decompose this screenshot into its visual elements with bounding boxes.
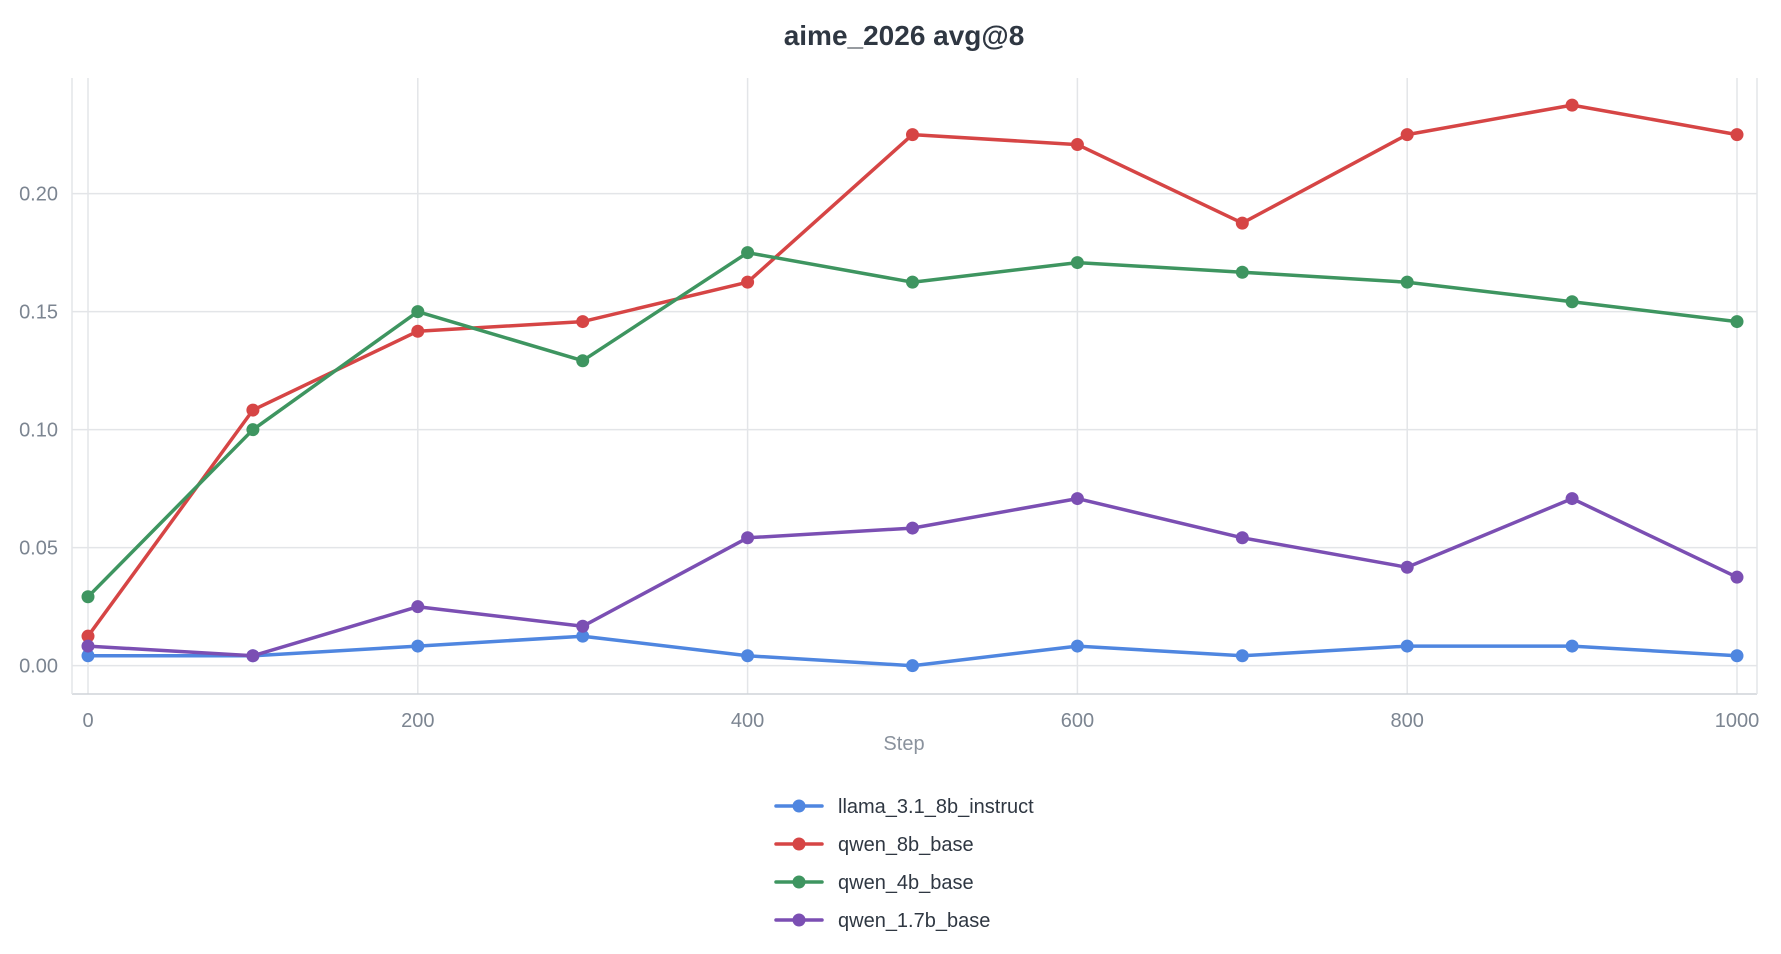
- data-point-qwen-1-7b-base: [411, 600, 425, 614]
- x-tick-label: 400: [731, 710, 764, 732]
- data-point-qwen-1-7b-base: [741, 531, 755, 545]
- data-point-llama-3-1-8b-instruct: [411, 639, 425, 653]
- data-point-qwen-1-7b-base: [576, 619, 590, 633]
- data-point-qwen-4b-base: [1070, 256, 1084, 270]
- data-point-llama-3-1-8b-instruct: [576, 629, 590, 643]
- data-point-qwen-4b-base: [1400, 275, 1414, 289]
- data-point-qwen-4b-base: [741, 246, 755, 260]
- series-qwen-8b-base: [81, 98, 1744, 643]
- data-point-qwen-1-7b-base: [906, 521, 919, 535]
- data-point-qwen-8b-base: [906, 128, 919, 142]
- x-tick-label: 800: [1391, 710, 1424, 732]
- data-point-llama-3-1-8b-instruct: [1235, 649, 1249, 663]
- y-tick-label: 0.05: [19, 538, 58, 560]
- chart-title: aime_2026 avg@8: [784, 20, 1025, 51]
- data-point-qwen-8b-base: [1235, 216, 1249, 230]
- y-tick-label: 0.20: [19, 184, 58, 206]
- x-tick-label: 200: [401, 710, 434, 732]
- data-point-qwen-8b-base: [576, 315, 590, 329]
- data-point-qwen-1-7b-base: [1400, 560, 1414, 574]
- legend: llama_3.1_8b_instruct qwen_8b_base qwen_4b…: [774, 796, 1034, 932]
- y-tick-label: 0.00: [19, 656, 58, 678]
- data-point-qwen-4b-base: [1235, 265, 1249, 279]
- data-point-qwen-8b-base: [246, 403, 260, 417]
- data-point-qwen-4b-base: [411, 305, 425, 319]
- series-qwen-4b-base: [81, 246, 1744, 604]
- data-point-qwen-4b-base: [81, 590, 95, 604]
- legend-item-qwen-8b-base: qwen_8b_base: [774, 834, 974, 856]
- data-point-qwen-1-7b-base: [1235, 531, 1249, 545]
- legend-label: qwen_4b_base: [838, 872, 974, 894]
- data-point-llama-3-1-8b-instruct: [1730, 649, 1744, 663]
- data-point-llama-3-1-8b-instruct: [1565, 639, 1579, 653]
- data-point-qwen-1-7b-base: [1565, 492, 1579, 506]
- data-point-qwen-1-7b-base: [246, 649, 260, 663]
- legend-swatch-marker: [792, 799, 806, 813]
- y-tick-label: 0.15: [19, 302, 58, 324]
- data-point-qwen-4b-base: [906, 275, 919, 289]
- data-point-qwen-8b-base: [1730, 128, 1744, 142]
- legend-label: qwen_1.7b_base: [838, 910, 990, 932]
- legend-item-qwen-1-7b-base: qwen_1.7b_base: [774, 910, 990, 932]
- x-tick-label: 1000: [1715, 710, 1760, 732]
- data-point-qwen-8b-base: [1400, 128, 1414, 142]
- legend-swatch-marker: [792, 875, 806, 889]
- data-point-qwen-8b-base: [1565, 98, 1579, 112]
- data-point-qwen-8b-base: [411, 324, 425, 338]
- data-point-qwen-8b-base: [1070, 138, 1084, 152]
- grid: [72, 78, 1757, 694]
- data-point-qwen-4b-base: [1565, 295, 1579, 309]
- data-point-qwen-8b-base: [741, 275, 755, 289]
- legend-item-qwen-4b-base: qwen_4b_base: [774, 872, 974, 894]
- data-point-llama-3-1-8b-instruct: [741, 649, 755, 663]
- series-layer: [81, 98, 1744, 673]
- axes: 0.00 0.05 0.10 0.15 0.20 0 200 400 600 800 1000: [19, 78, 1759, 732]
- data-point-qwen-4b-base: [246, 423, 260, 437]
- data-point-qwen-4b-base: [1730, 315, 1744, 329]
- x-axis-label: Step: [883, 733, 924, 755]
- legend-label: llama_3.1_8b_instruct: [838, 796, 1034, 818]
- series-qwen-1-7b-base: [81, 492, 1744, 663]
- data-point-qwen-1-7b-base: [1070, 492, 1084, 506]
- data-point-llama-3-1-8b-instruct: [1070, 639, 1084, 653]
- data-point-llama-3-1-8b-instruct: [1400, 639, 1414, 653]
- legend-label: qwen_8b_base: [838, 834, 974, 856]
- y-tick-label: 0.10: [19, 420, 58, 442]
- x-tick-label: 0: [82, 710, 93, 732]
- legend-swatch-marker: [792, 837, 806, 851]
- legend-item-llama-3-1-8b-instruct: llama_3.1_8b_instruct: [774, 796, 1034, 818]
- data-point-qwen-1-7b-base: [1730, 570, 1744, 584]
- data-point-llama-3-1-8b-instruct: [81, 649, 95, 663]
- legend-swatch-marker: [792, 913, 806, 927]
- data-point-qwen-8b-base: [81, 629, 95, 643]
- data-point-qwen-1-7b-base: [81, 639, 95, 653]
- x-tick-label: 600: [1061, 710, 1094, 732]
- data-point-llama-3-1-8b-instruct: [906, 659, 919, 673]
- data-point-qwen-4b-base: [576, 354, 590, 368]
